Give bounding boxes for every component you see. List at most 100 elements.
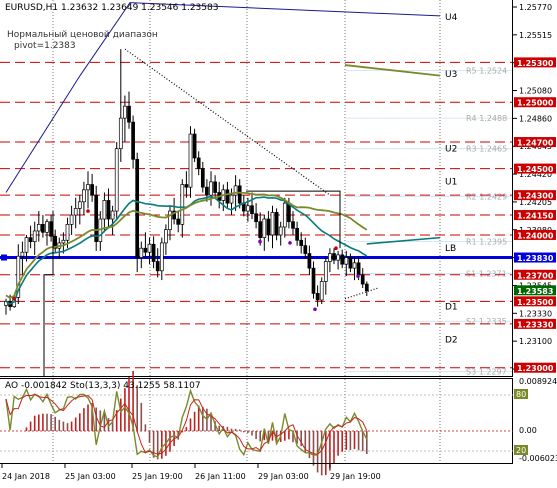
pivot-label: R1 1.2395: [466, 238, 507, 247]
candle: [315, 285, 320, 307]
candle-body: [102, 200, 107, 220]
candle: [90, 173, 94, 202]
candle-body: [118, 117, 123, 150]
time-tick-label: 26 Jan 11:00: [195, 472, 246, 481]
candle-body: [69, 214, 74, 225]
candle-body: [319, 281, 324, 301]
fractal-marker: [313, 307, 317, 312]
candle: [241, 195, 246, 217]
pivot-label: S2 1.2335: [466, 317, 507, 326]
range-step: [43, 211, 54, 377]
candle-body: [225, 189, 230, 204]
candle: [98, 211, 103, 251]
candle: [73, 197, 78, 229]
candle-body: [114, 148, 119, 212]
indicator-panel[interactable]: AO -0.001842 Sto(13,3,3) 43.1255 58.1107: [0, 370, 513, 476]
candle: [94, 185, 99, 251]
candle-body: [139, 247, 144, 258]
candle: [172, 197, 176, 225]
candle-body: [61, 239, 66, 244]
time-tick-label: 29 Jan 19:00: [330, 472, 381, 481]
fractal-marker: [288, 241, 292, 245]
indicator-label: AO -0.001842 Sto(13,3,3) 43.1255 58.1107: [5, 381, 201, 391]
candle: [77, 195, 82, 225]
candle: [328, 248, 332, 273]
candle: [250, 192, 254, 220]
candle-body: [86, 184, 90, 191]
candle-body: [258, 221, 263, 238]
candle: [155, 248, 160, 278]
candle-body: [176, 218, 181, 225]
candle: [151, 236, 156, 269]
candle-body: [16, 255, 21, 298]
candle: [159, 237, 164, 281]
candle: [340, 249, 345, 269]
candle: [131, 115, 135, 169]
candle: [106, 188, 111, 229]
candle-body: [270, 212, 275, 236]
candle: [307, 245, 312, 275]
candle-body: [110, 210, 115, 220]
candle: [196, 151, 201, 176]
trend-line: [124, 48, 331, 196]
candle: [291, 211, 295, 235]
candle-body: [213, 181, 217, 193]
candle: [311, 261, 316, 299]
time-tick-label: 25 Jan 03:00: [65, 472, 116, 481]
candle: [69, 205, 74, 235]
candle-body: [106, 200, 111, 220]
candle: [344, 250, 349, 277]
zone-label: U4: [445, 13, 458, 23]
candle: [213, 175, 217, 198]
zone-label: U3: [445, 70, 457, 80]
candle-body: [20, 251, 25, 257]
candle-body: [315, 293, 320, 301]
time-axis: 24 Jan 2018 25 Jan 03:00 25 Jan 19:00 26 Ja…: [0, 463, 513, 487]
pivot-label: S1 1.2371: [466, 269, 507, 278]
candle: [123, 95, 127, 143]
ma-olive-extension: [344, 64, 441, 77]
ma-teal-extension: [366, 236, 441, 245]
pivot-marker: [1, 254, 7, 261]
fractal-marker: [258, 239, 262, 244]
candle: [262, 215, 267, 251]
candle: [237, 179, 242, 209]
candle-body: [135, 158, 140, 258]
candle-body: [340, 254, 345, 265]
candle: [217, 181, 222, 209]
candle-body: [200, 168, 205, 188]
candle-body: [233, 185, 238, 196]
candle: [323, 256, 328, 295]
fractal-marker: [356, 274, 360, 278]
candle-body: [123, 105, 127, 119]
candle-body: [295, 227, 299, 241]
candle: [299, 232, 304, 254]
candle-body: [94, 194, 99, 242]
candle-body: [262, 218, 267, 238]
candle-body: [196, 157, 201, 169]
price-chart[interactable]: R5 1.2524 R4 1.2488 R3 1.2465 R2 1.2429 R1 1…: [0, 0, 513, 377]
candle: [86, 171, 90, 209]
candle: [20, 241, 25, 275]
candle: [114, 142, 119, 220]
pivot-label: R4 1.2488: [466, 114, 507, 123]
candle: [278, 221, 283, 246]
candle-body: [184, 184, 189, 188]
candle-body: [328, 253, 332, 262]
candle: [274, 208, 279, 241]
candle: [336, 250, 340, 270]
candle: [41, 215, 45, 238]
ma-olive: [5, 191, 368, 300]
stochastic-d: [5, 393, 368, 455]
candle-body: [151, 243, 156, 262]
stochastic-k: [5, 387, 368, 458]
candle: [127, 91, 131, 129]
candle-body: [159, 242, 164, 272]
candle-body: [336, 254, 340, 261]
candle-body: [73, 208, 78, 216]
candle-body: [82, 189, 86, 203]
candle: [319, 277, 324, 304]
candle: [49, 215, 53, 242]
envelope-line: [5, 2, 441, 193]
candle: [24, 234, 29, 262]
